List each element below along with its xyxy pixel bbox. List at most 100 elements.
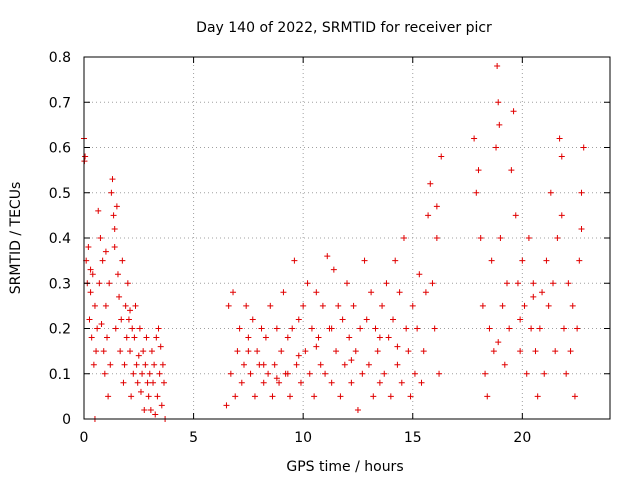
data-point — [418, 379, 425, 386]
data-point — [506, 325, 513, 332]
data-point — [112, 325, 119, 332]
data-point — [319, 302, 326, 309]
data-point — [276, 379, 283, 386]
data-point — [494, 63, 501, 70]
data-point — [144, 379, 151, 386]
data-point — [425, 212, 432, 219]
data-point — [400, 235, 407, 241]
data-point — [150, 379, 157, 386]
data-point — [140, 348, 147, 355]
data-point — [110, 212, 117, 219]
data-point — [289, 325, 296, 332]
data-point — [137, 388, 144, 395]
data-point — [496, 121, 503, 128]
data-point — [558, 212, 565, 219]
data-point — [267, 302, 274, 309]
data-point — [352, 348, 359, 355]
data-point — [560, 325, 567, 332]
data-point — [131, 334, 138, 341]
data-point — [554, 235, 561, 241]
data-point — [156, 370, 163, 377]
data-point — [302, 348, 309, 355]
data-point — [87, 266, 94, 273]
data-point — [146, 370, 153, 377]
data-point — [348, 357, 355, 364]
data-point — [365, 361, 372, 368]
data-point — [385, 334, 392, 341]
x-tick-label: 0 — [80, 430, 89, 446]
data-point — [141, 406, 148, 413]
data-point — [273, 375, 280, 382]
data-point — [328, 379, 335, 386]
data-point — [357, 325, 364, 332]
data-point — [392, 257, 399, 264]
data-point — [109, 176, 116, 183]
data-point — [135, 352, 142, 359]
data-point — [223, 402, 230, 409]
data-point — [85, 244, 92, 251]
data-point — [100, 348, 107, 355]
data-point — [278, 348, 285, 355]
data-point — [133, 361, 140, 368]
data-point — [501, 361, 508, 368]
data-point — [433, 235, 440, 241]
y-tick-label: 0.6 — [49, 141, 71, 157]
data-point — [374, 348, 381, 355]
data-point — [293, 361, 300, 368]
data-point — [398, 379, 405, 386]
data-point — [383, 280, 390, 287]
data-point — [227, 370, 234, 377]
data-point — [245, 348, 252, 355]
data-point — [403, 325, 410, 332]
data-point — [152, 411, 159, 418]
data-point — [91, 302, 98, 309]
data-point — [376, 379, 383, 386]
data-point — [339, 316, 346, 323]
y-tick-label: 0 — [62, 412, 71, 428]
data-point — [433, 203, 440, 210]
data-point — [543, 257, 550, 264]
y-tick-label: 0.7 — [49, 95, 71, 111]
data-point — [247, 370, 254, 377]
data-point — [122, 302, 129, 309]
data-point — [517, 316, 524, 323]
data-point — [550, 280, 557, 287]
data-point — [147, 406, 154, 413]
data-point — [97, 235, 104, 241]
data-point — [523, 370, 530, 377]
data-point — [517, 348, 524, 355]
data-point — [539, 289, 546, 296]
data-point — [530, 280, 537, 287]
data-point — [495, 99, 502, 106]
data-point — [569, 302, 576, 309]
data-point — [271, 361, 278, 368]
data-point — [350, 302, 357, 309]
data-point — [111, 225, 118, 232]
x-tick-labels: 0 5 10 15 20 — [80, 430, 532, 446]
data-point — [556, 135, 563, 142]
data-point — [273, 325, 280, 332]
data-point — [346, 334, 353, 341]
data-point — [104, 334, 111, 341]
data-point — [363, 316, 370, 323]
y-axis-label: SRMTID / TECUs — [8, 182, 24, 295]
data-point — [111, 244, 118, 251]
data-point — [258, 325, 265, 332]
data-point — [134, 379, 141, 386]
data-point — [124, 280, 131, 287]
data-point — [521, 302, 528, 309]
data-point — [106, 280, 113, 287]
data-point — [251, 393, 258, 400]
data-point — [265, 370, 272, 377]
data-point — [143, 334, 150, 341]
data-point — [125, 316, 132, 323]
data-point — [132, 302, 139, 309]
data-point — [479, 302, 486, 309]
data-point — [422, 289, 429, 296]
data-point — [123, 334, 130, 341]
data-point — [372, 325, 379, 332]
y-tick-label: 0.3 — [49, 276, 71, 292]
data-point — [477, 235, 484, 241]
data-point — [262, 334, 269, 341]
